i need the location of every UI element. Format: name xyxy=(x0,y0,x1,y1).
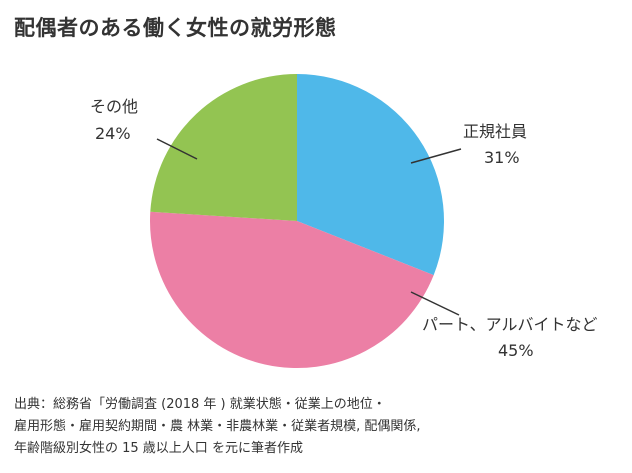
slice-value-2: 45% xyxy=(498,341,534,360)
slice-label-1: 正規社員 xyxy=(463,122,527,141)
slice-label-3: その他 xyxy=(90,97,138,116)
source-line-1: 出典：総務省「労働調査 (2018 年 ) 就業状態・従業上の地位・ xyxy=(14,397,386,412)
pie-slice-3 xyxy=(150,74,297,221)
pie-slice-2 xyxy=(150,211,434,368)
slice-value-3: 24% xyxy=(95,124,131,143)
leader-line-2 xyxy=(410,291,460,316)
chart-title: 配偶者のある働く女性の就労形態 xyxy=(14,16,337,40)
pie-slice-1 xyxy=(297,74,444,276)
leader-line-1 xyxy=(410,148,462,164)
slice-value-1: 31% xyxy=(484,148,520,167)
leader-line-3 xyxy=(156,138,198,160)
source-line-3: 年齢階級別女性の 15 歳以上人口 を元に筆者作成 xyxy=(14,441,303,456)
pie-chart: 正規社員 31% パート、アルバイトなど 45% その他 24% xyxy=(90,74,598,368)
source-line-2: 雇用形態・雇用契約期間・農 林業・非農林業・従業者規模, 配偶関係, xyxy=(14,419,421,434)
slice-label-2: パート、アルバイトなど xyxy=(422,315,598,334)
source-note: 出典：総務省「労働調査 (2018 年 ) 就業状態・従業上の地位・ 雇用形態・… xyxy=(14,394,624,460)
